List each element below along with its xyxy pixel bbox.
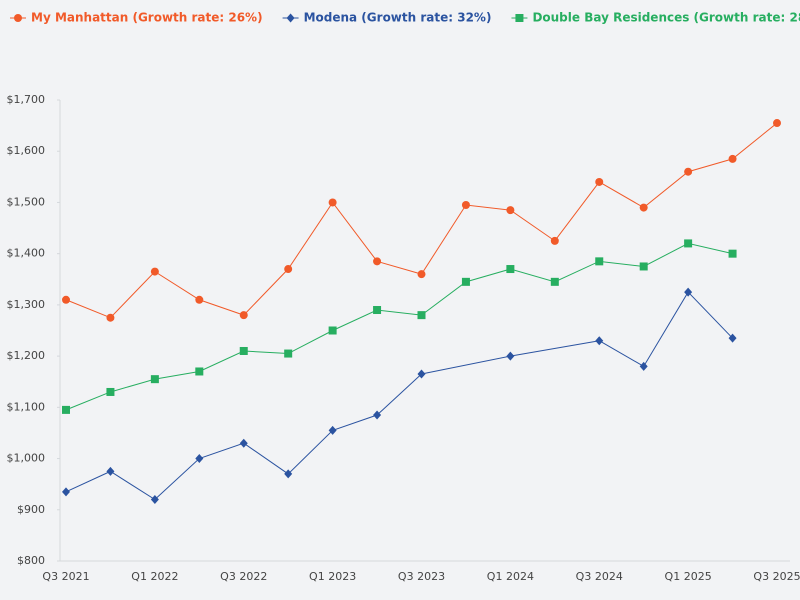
point	[461, 201, 470, 210]
legend-label: Modena (Growth rate: 32%)	[304, 11, 492, 25]
point	[106, 466, 115, 476]
line	[65, 373, 422, 501]
point	[328, 198, 337, 207]
point	[62, 295, 70, 304]
point	[506, 206, 515, 215]
x-tick-label: Q1 2023	[309, 570, 356, 583]
point	[461, 277, 470, 286]
point	[639, 262, 648, 271]
x-tick-label: Q3 2024	[576, 570, 623, 583]
gap-connector	[421, 355, 511, 375]
point	[62, 405, 70, 414]
x-tick-label: Q3 2023	[398, 570, 445, 583]
point	[373, 257, 382, 266]
point	[373, 410, 382, 420]
line	[65, 122, 778, 319]
y-tick-label: $1,600	[7, 144, 46, 157]
line	[65, 242, 733, 411]
y-tick-label: $1,100	[7, 400, 46, 413]
point	[417, 311, 426, 320]
point	[684, 167, 693, 176]
point	[150, 495, 159, 505]
point	[639, 203, 648, 212]
point	[550, 277, 559, 286]
y-tick-label: $900	[17, 503, 45, 516]
point	[195, 367, 204, 376]
point	[595, 257, 604, 266]
series	[62, 119, 781, 322]
point	[239, 311, 248, 320]
y-tick-label: $1,500	[7, 195, 46, 208]
point	[728, 333, 737, 343]
point	[373, 306, 382, 315]
x-tick-label: Q3 2025	[753, 570, 800, 583]
x-tick-label: Q3 2022	[220, 570, 267, 583]
legend-marker	[286, 13, 295, 23]
point	[506, 351, 515, 361]
legend-label: My Manhattan (Growth rate: 26%)	[31, 11, 263, 25]
point	[284, 469, 293, 479]
point	[284, 265, 293, 274]
gap-connector	[510, 340, 600, 357]
point	[684, 287, 693, 297]
x-tick-label: Q3 2021	[42, 570, 89, 583]
point	[595, 336, 604, 346]
line	[599, 291, 733, 368]
point	[639, 361, 648, 371]
x-tick-label: Q1 2025	[665, 570, 712, 583]
series	[62, 239, 737, 414]
point	[684, 239, 693, 248]
point	[417, 270, 426, 279]
point	[595, 177, 604, 186]
point	[150, 267, 159, 276]
y-tick-label: $1,200	[7, 349, 46, 362]
series	[62, 287, 737, 505]
y-tick-label: $800	[17, 554, 45, 567]
point	[62, 487, 70, 497]
point	[728, 249, 737, 258]
point	[284, 349, 293, 358]
point	[239, 438, 248, 448]
point	[328, 326, 337, 335]
legend-label: Double Bay Residences (Growth rate: 28%)	[532, 11, 800, 25]
y-tick-label: $1,300	[7, 298, 46, 311]
point	[150, 375, 159, 384]
point	[773, 119, 781, 128]
point	[195, 295, 204, 304]
point	[417, 369, 426, 379]
x-tick-label: Q1 2022	[131, 570, 178, 583]
y-tick-label: $1,700	[7, 93, 46, 106]
point	[239, 346, 248, 355]
legend-marker	[515, 14, 524, 22]
point	[106, 313, 115, 322]
point	[506, 265, 515, 274]
x-tick-label: Q1 2024	[487, 570, 534, 583]
point	[106, 387, 115, 396]
y-tick-label: $1,400	[7, 247, 46, 260]
point	[328, 425, 337, 435]
point	[195, 454, 204, 464]
y-tick-label: $1,000	[7, 452, 46, 465]
point	[728, 154, 737, 163]
legend: My Manhattan (Growth rate: 26%) Modena (G…	[10, 11, 800, 25]
legend-marker	[14, 14, 22, 22]
point	[550, 236, 559, 245]
